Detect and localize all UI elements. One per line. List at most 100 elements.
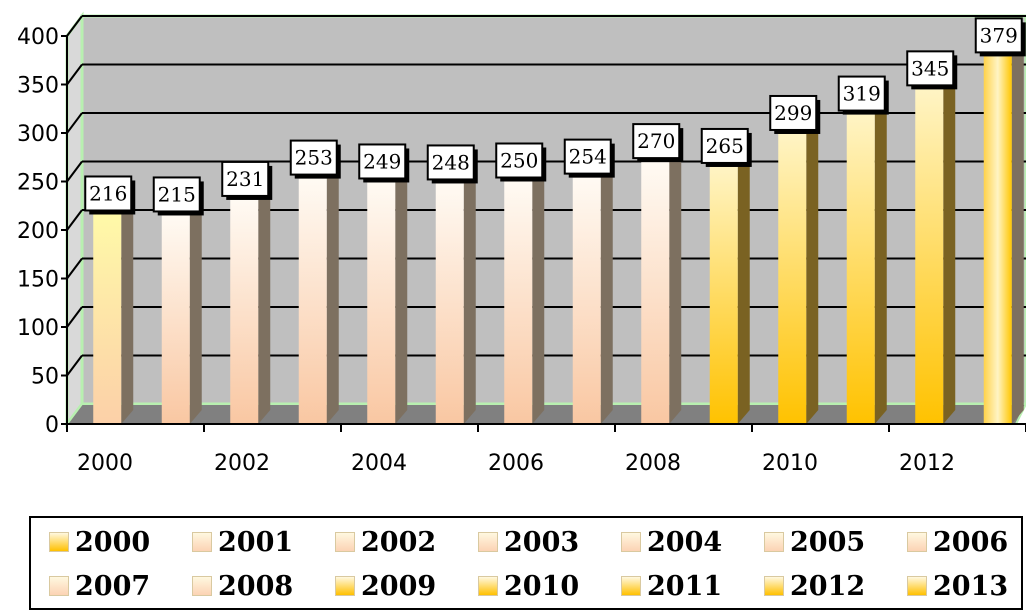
bar <box>846 114 875 424</box>
data-label-box <box>426 144 475 181</box>
bar-side <box>258 185 271 424</box>
legend-label: 2006 <box>933 526 1009 558</box>
data-label: 345 <box>911 56 949 80</box>
data-label-box <box>563 138 612 175</box>
legend-item: 2007 <box>49 564 150 608</box>
legend-item: 2009 <box>335 564 436 608</box>
data-label: 253 <box>295 146 333 170</box>
y-tick-label: 150 <box>17 268 59 293</box>
x-tick-label: 2012 <box>899 451 955 476</box>
bar-side <box>737 152 750 424</box>
legend-label: 2011 <box>647 570 723 602</box>
legend-swatch <box>478 532 498 552</box>
data-label-box <box>152 176 201 213</box>
data-label: 379 <box>980 23 1018 47</box>
y-tick-label: 100 <box>17 316 59 341</box>
legend-label: 2007 <box>75 570 151 602</box>
legend-label: 2012 <box>790 570 866 602</box>
data-label-box <box>358 143 407 180</box>
data-label: 265 <box>706 134 744 158</box>
legend-item: 2006 <box>907 520 1008 564</box>
bar <box>504 181 533 424</box>
bar <box>435 183 464 424</box>
legend-item: 2012 <box>764 564 865 608</box>
data-label: 249 <box>363 149 401 173</box>
bar <box>915 89 944 424</box>
legend: 2000 2001 2002 2003 2004 2005 2006 2007 2008 200… <box>29 516 1023 610</box>
legend-label: 2002 <box>361 526 437 558</box>
legend-label: 2008 <box>218 570 294 602</box>
x-tick-label: 2000 <box>77 451 133 476</box>
legend-swatch <box>621 532 641 552</box>
x-tick-label: 2010 <box>762 451 818 476</box>
data-label-box <box>289 139 338 176</box>
y-tick-label: 350 <box>17 74 59 99</box>
legend-label: 2010 <box>504 570 580 602</box>
bar-side <box>874 100 887 424</box>
data-label: 231 <box>226 167 264 191</box>
legend-label: 2001 <box>218 526 294 558</box>
gridline-side <box>66 112 83 134</box>
bar-side <box>463 169 476 424</box>
bar-side <box>806 119 819 424</box>
bar-side <box>669 148 682 424</box>
legend-swatch <box>478 576 498 596</box>
data-label: 250 <box>500 149 538 173</box>
data-label-box <box>769 94 818 131</box>
legend-swatch <box>764 576 784 596</box>
legend-label: 2009 <box>361 570 437 602</box>
y-tick-label: 250 <box>17 171 59 196</box>
legend-swatch <box>49 576 69 596</box>
legend-item: 2013 <box>907 564 1008 608</box>
legend-row: 2000 2001 2002 2003 2004 2005 2006 <box>31 520 1021 564</box>
legend-swatch <box>335 576 355 596</box>
legend-label: 2000 <box>75 526 151 558</box>
legend-swatch <box>907 532 927 552</box>
bar <box>93 214 122 424</box>
y-tick-label: 0 <box>45 413 59 438</box>
data-label-box <box>974 17 1023 54</box>
data-label-box <box>221 160 270 197</box>
data-label: 319 <box>843 82 881 106</box>
bar-side <box>326 164 339 424</box>
y-tick-label: 400 <box>17 25 59 50</box>
bar <box>709 166 738 424</box>
gridline-side <box>66 160 83 183</box>
legend-swatch <box>907 576 927 596</box>
bar-side <box>532 167 545 424</box>
gridline-side <box>66 354 83 377</box>
bar-side <box>395 168 408 424</box>
legend-item: 2005 <box>764 520 865 564</box>
x-tick-label: 2004 <box>351 451 407 476</box>
legend-label: 2003 <box>504 526 580 558</box>
bar-side <box>121 200 134 424</box>
gridline-side <box>66 209 83 231</box>
legend-item: 2011 <box>621 564 722 608</box>
x-tick-label: 2002 <box>214 451 270 476</box>
data-label: 215 <box>158 182 196 206</box>
legend-label: 2013 <box>933 570 1009 602</box>
legend-item: 2001 <box>192 520 293 564</box>
gridline-side <box>66 257 83 280</box>
plot-area: 216 215 231 253 249 248 250 254 270 265 299 319 345 3… <box>17 11 1026 476</box>
gridline-side <box>66 306 83 328</box>
data-label: 270 <box>637 129 675 153</box>
bar-side <box>189 201 202 424</box>
bar-side <box>600 163 613 424</box>
data-label-box <box>84 175 133 212</box>
legend-item: 2002 <box>335 520 436 564</box>
data-label: 254 <box>569 145 607 169</box>
data-label: 299 <box>774 101 812 125</box>
data-label-box <box>632 123 681 160</box>
y-tick-label: 300 <box>17 122 59 147</box>
legend-swatch <box>192 532 212 552</box>
data-label: 248 <box>432 150 470 174</box>
bar-chart: 216 215 231 253 249 248 250 254 270 265 299 319 345 3… <box>17 11 1026 476</box>
bar <box>367 182 396 424</box>
legend-swatch <box>335 532 355 552</box>
legend-swatch <box>192 576 212 596</box>
bar <box>298 178 327 424</box>
bar <box>641 162 670 424</box>
bar-side <box>943 75 956 424</box>
legend-swatch <box>764 532 784 552</box>
